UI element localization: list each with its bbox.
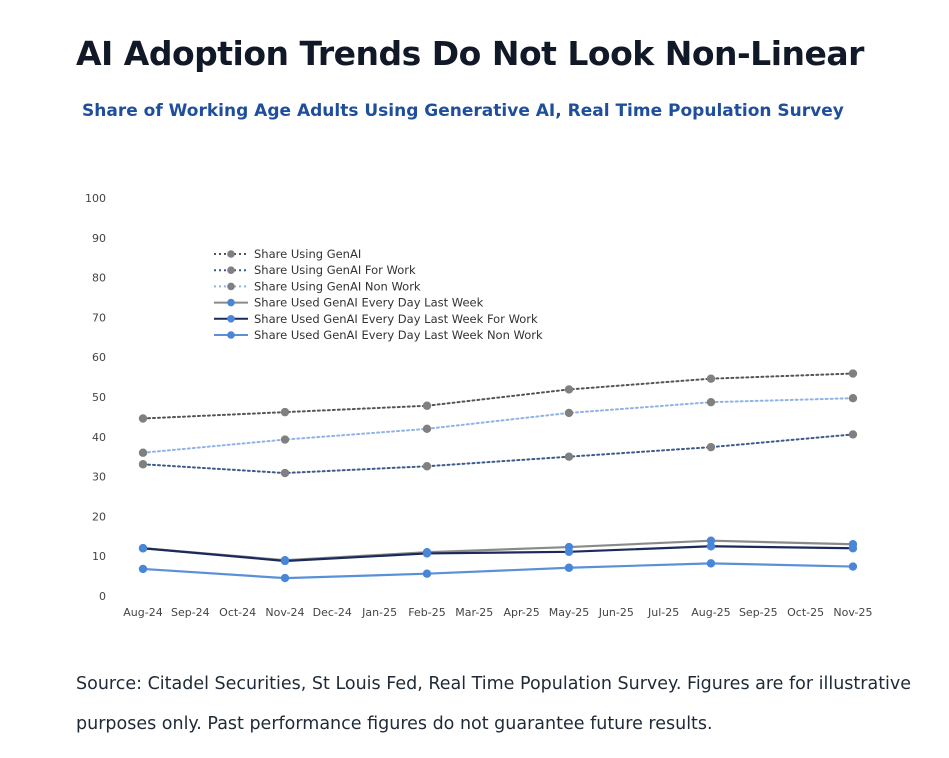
data-point bbox=[706, 374, 716, 383]
data-point bbox=[138, 460, 148, 469]
data-point bbox=[564, 408, 574, 418]
data-point bbox=[706, 542, 716, 551]
x-tick-label: Oct-24 bbox=[219, 606, 256, 619]
data-point bbox=[138, 544, 148, 553]
data-point bbox=[280, 407, 290, 417]
data-point bbox=[706, 559, 716, 568]
chart-series bbox=[138, 369, 858, 583]
data-point bbox=[564, 385, 574, 394]
data-point bbox=[422, 569, 432, 578]
legend-swatch-marker bbox=[227, 266, 235, 275]
x-tick-label: Mar-25 bbox=[455, 606, 493, 619]
data-point bbox=[422, 401, 432, 410]
x-axis: Aug-24 Sep-24 Oct-24 Nov-24 Dec-24 Jan-25 Feb-… bbox=[123, 606, 872, 619]
data-point bbox=[422, 549, 432, 558]
legend-swatch-marker bbox=[227, 298, 235, 307]
data-point bbox=[422, 462, 432, 471]
data-point bbox=[280, 556, 290, 566]
x-tick-label: Dec-24 bbox=[313, 606, 352, 619]
line-chart: 0 10 20 30 40 50 60 70 80 90 100 Aug-24 Sep-24 Oct-2… bbox=[85, 192, 873, 619]
series-line-5 bbox=[141, 562, 855, 580]
data-point bbox=[706, 442, 716, 452]
x-tick-label: Jun-25 bbox=[598, 606, 634, 619]
x-tick-label: Sep-25 bbox=[739, 606, 778, 619]
page-title: AI Adoption Trends Do Not Look Non-Linea… bbox=[76, 34, 864, 73]
legend-swatch-marker bbox=[227, 331, 235, 339]
y-axis: 0 10 20 30 40 50 60 70 80 90 100 bbox=[85, 192, 106, 603]
x-tick-label: Jul-25 bbox=[647, 606, 679, 619]
legend-label: Share Using GenAI Non Work bbox=[254, 279, 421, 293]
x-tick-label: Jan-25 bbox=[361, 606, 397, 619]
data-point bbox=[564, 452, 574, 461]
series-line-2 bbox=[142, 397, 854, 454]
legend: Share Using GenAI Share Using GenAI For W… bbox=[214, 247, 543, 342]
series-line-1 bbox=[142, 433, 854, 475]
x-tick-label: Sep-24 bbox=[171, 606, 210, 619]
legend-swatch-marker bbox=[227, 315, 235, 323]
data-point bbox=[848, 393, 858, 403]
x-tick-label: Oct-25 bbox=[787, 606, 824, 619]
data-point bbox=[564, 547, 574, 557]
x-tick-label: May-25 bbox=[549, 606, 590, 619]
series-line-4 bbox=[141, 545, 855, 563]
legend-swatch-marker bbox=[227, 250, 235, 258]
legend-label: Share Used GenAI Every Day Last Week Non… bbox=[254, 328, 543, 342]
y-tick-label: 50 bbox=[92, 391, 106, 404]
legend-label: Share Used GenAI Every Day Last Week bbox=[254, 296, 484, 310]
y-tick-label: 0 bbox=[99, 590, 106, 603]
legend-swatch-marker bbox=[227, 282, 235, 291]
legend-label: Share Using GenAI bbox=[254, 247, 361, 261]
y-tick-label: 90 bbox=[92, 232, 106, 245]
data-point bbox=[138, 414, 148, 423]
x-tick-label: Aug-24 bbox=[123, 606, 162, 619]
x-tick-label: Feb-25 bbox=[408, 606, 445, 619]
y-tick-label: 100 bbox=[85, 192, 106, 205]
series-line-0 bbox=[142, 372, 854, 420]
data-point bbox=[138, 448, 148, 457]
y-tick-label: 20 bbox=[92, 510, 106, 523]
data-point bbox=[848, 562, 858, 571]
data-point bbox=[422, 424, 432, 434]
y-tick-label: 40 bbox=[92, 431, 106, 444]
data-point bbox=[280, 468, 290, 478]
x-tick-label: Nov-24 bbox=[265, 606, 304, 619]
data-point bbox=[280, 573, 290, 583]
data-point bbox=[564, 563, 574, 572]
data-point bbox=[138, 564, 148, 574]
y-tick-label: 30 bbox=[92, 471, 106, 484]
data-point bbox=[848, 369, 858, 378]
y-tick-label: 60 bbox=[92, 351, 106, 364]
y-tick-label: 70 bbox=[92, 311, 106, 324]
legend-label: Share Used GenAI Every Day Last Week For… bbox=[254, 312, 538, 326]
data-point bbox=[848, 430, 858, 439]
data-point bbox=[848, 544, 858, 553]
data-point bbox=[706, 397, 716, 407]
x-tick-label: Nov-25 bbox=[833, 606, 872, 619]
y-tick-label: 10 bbox=[92, 550, 106, 563]
source-note: Source: Citadel Securities, St Louis Fed… bbox=[76, 674, 912, 734]
x-tick-label: Apr-25 bbox=[503, 606, 539, 619]
y-tick-label: 80 bbox=[92, 272, 106, 285]
legend-label: Share Using GenAI For Work bbox=[254, 263, 416, 277]
x-tick-label: Aug-25 bbox=[691, 606, 730, 619]
chart-subtitle: Share of Working Age Adults Using Genera… bbox=[82, 101, 844, 121]
data-point bbox=[280, 435, 290, 444]
